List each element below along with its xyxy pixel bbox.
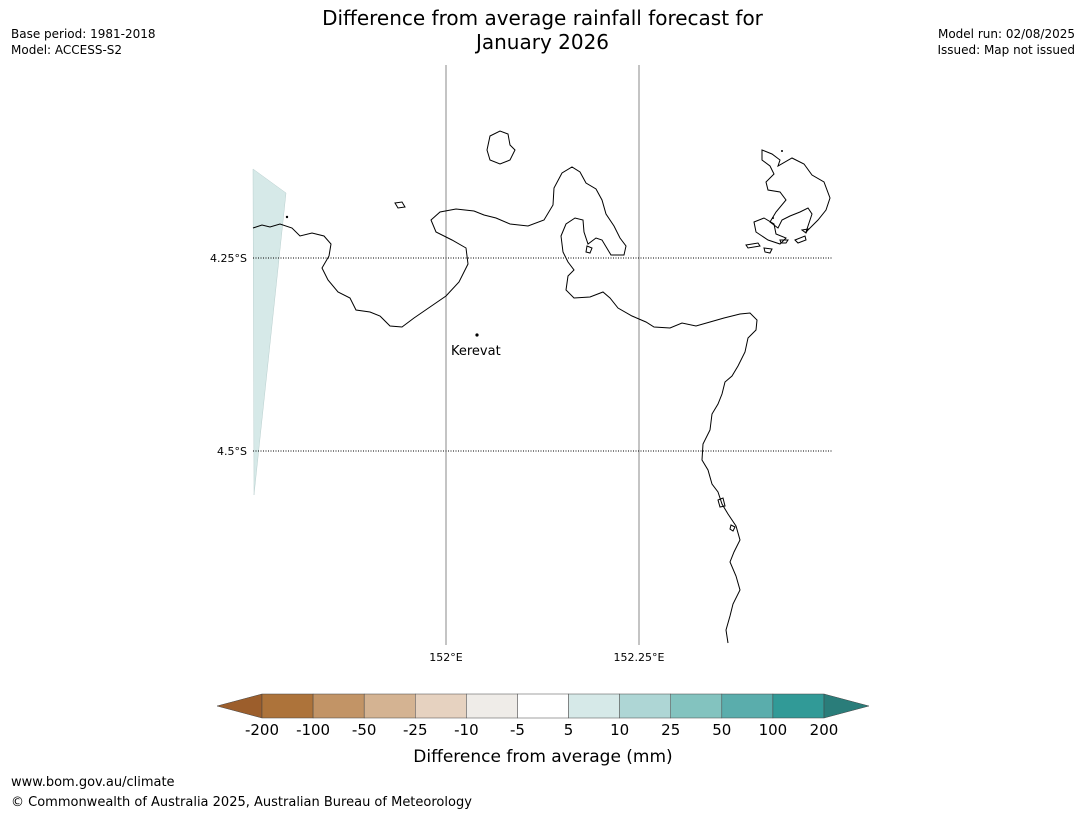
- colorbar-extend-low: [216, 693, 263, 719]
- colorbar-tick-label: -200: [245, 721, 279, 739]
- colorbar-segment: [415, 693, 467, 719]
- colorbar-extend-high: [823, 693, 870, 719]
- map-title: Difference from average rainfall forecas…: [0, 6, 1085, 54]
- kerevat-marker: [475, 333, 479, 337]
- meta-right: Model run: 02/08/2025 Issued: Map not is…: [937, 26, 1075, 58]
- colorbar-ticks: -200 -100 -50 -25 -10 -5 5 10 25 50 100 200: [245, 721, 838, 739]
- colorbar-segment: [670, 693, 723, 719]
- colorbar-tick-label: -50: [352, 721, 377, 739]
- colorbar-tick-label: 5: [564, 721, 574, 739]
- island-duke-of-york: [761, 149, 831, 233]
- colorbar-tick-label: -100: [296, 721, 330, 739]
- colorbar-segment: [619, 693, 671, 719]
- colorbar-tick-label: 25: [661, 721, 680, 739]
- colorbar-segment: [312, 693, 365, 719]
- island-watom: [486, 130, 516, 165]
- coastline: [252, 130, 831, 644]
- island-small-10: [729, 524, 736, 532]
- meta-left: Base period: 1981-2018 Model: ACCESS-S2: [11, 26, 156, 58]
- island-small-6: [800, 228, 809, 234]
- lon-label-152-25: 152.25°E: [614, 651, 665, 664]
- coastline-main: [252, 166, 758, 644]
- islet-dot-3: [772, 217, 774, 219]
- colorbar-tick-label: -5: [510, 721, 525, 739]
- colorbar-tick-label: 100: [759, 721, 788, 739]
- colorbar-segments: [216, 693, 870, 719]
- issued-status: Issued: Map not issued: [937, 43, 1075, 57]
- island-small-4: [779, 239, 789, 244]
- island-small-2: [745, 242, 761, 249]
- island-small-7: [394, 201, 406, 209]
- colorbar-tick-label: 10: [610, 721, 629, 739]
- island-small-9: [717, 497, 726, 508]
- model-name: Model: ACCESS-S2: [11, 43, 123, 57]
- title-line-2: January 2026: [475, 30, 610, 54]
- island-small-8: [585, 245, 593, 254]
- title-line-1: Difference from average rainfall forecas…: [322, 6, 763, 30]
- colorbar-segment: [517, 693, 569, 719]
- footer-copyright: © Commonwealth of Australia 2025, Austra…: [11, 795, 472, 810]
- colorbar-segment: [261, 693, 314, 719]
- island-small-3: [763, 247, 773, 254]
- island-small-5: [794, 235, 807, 244]
- colorbar-title: Difference from average (mm): [413, 747, 672, 767]
- lat-label-4-25: 4.25°S: [210, 252, 247, 265]
- islet-dot-2: [781, 150, 783, 152]
- colorbar-tick-label: -10: [454, 721, 479, 739]
- footer-url: www.bom.gov.au/climate: [11, 775, 175, 790]
- colorbar-segment: [363, 693, 416, 719]
- colorbar-tick-label: 200: [810, 721, 839, 739]
- islet-dot-1: [285, 215, 289, 219]
- lon-label-152: 152°E: [429, 651, 462, 664]
- island-small-1: [753, 217, 787, 245]
- colorbar-segment: [568, 693, 620, 719]
- kerevat-label: Kerevat: [451, 344, 501, 359]
- colorbar-tick-label: 50: [712, 721, 731, 739]
- forecast-shading: [252, 168, 287, 496]
- colorbar-segment: [721, 693, 774, 719]
- colorbar-tick-label: -25: [403, 721, 428, 739]
- lat-label-4-5: 4.5°S: [217, 445, 247, 458]
- colorbar-segment: [772, 693, 825, 719]
- base-period: Base period: 1981-2018: [11, 27, 156, 41]
- colorbar: -200 -100 -50 -25 -10 -5 5 10 25 50 100 200 Differe…: [216, 693, 870, 767]
- colorbar-segment: [466, 693, 518, 719]
- model-run: Model run: 02/08/2025: [937, 27, 1075, 41]
